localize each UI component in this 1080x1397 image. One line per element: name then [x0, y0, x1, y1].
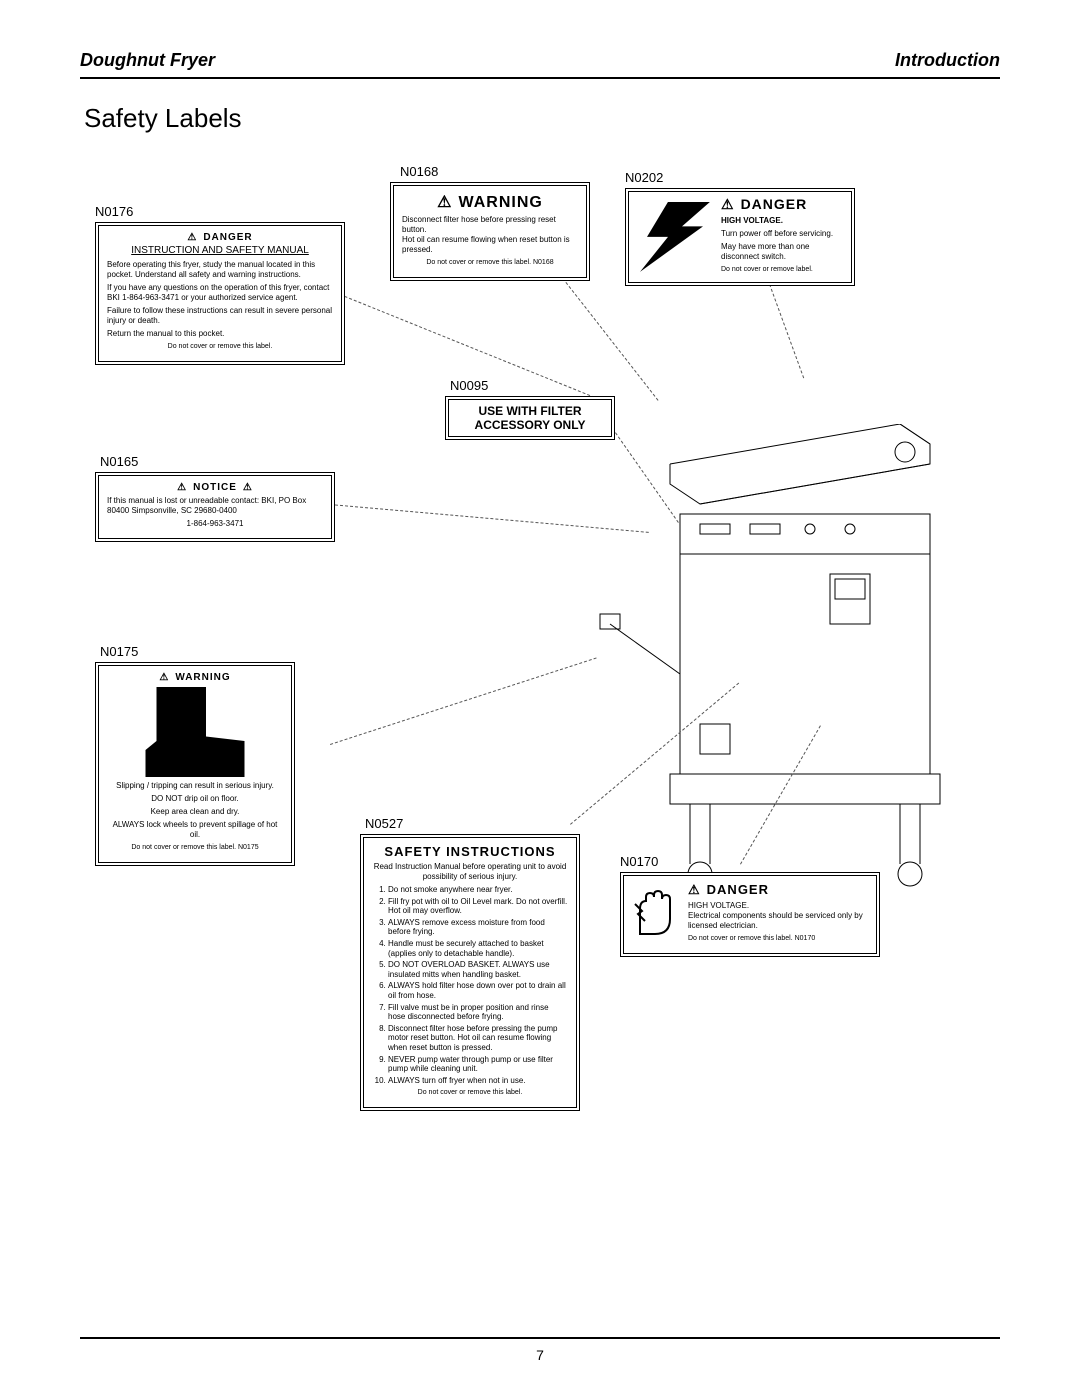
n0527-footer: Do not cover or remove this label. [372, 1089, 568, 1098]
n0527-item: Fill fry pot with oil to Oil Level mark.… [388, 897, 568, 916]
n0527-item: Disconnect filter hose before pressing t… [388, 1024, 568, 1053]
n0176-p1: Before operating this fryer, study the m… [107, 260, 333, 280]
label-id-n0170: N0170 [620, 854, 658, 869]
n0527-item: Fill valve must be in proper position an… [388, 1003, 568, 1022]
n0527-item: ALWAYS remove excess moisture from food … [388, 918, 568, 937]
document-page: Doughnut Fryer Introduction Safety Label… [0, 0, 1080, 1397]
label-id-n0527: N0527 [365, 816, 403, 831]
n0095-line1: USE WITH FILTER [453, 404, 607, 418]
safety-label-n0168: WARNING Disconnect filter hose before pr… [390, 182, 590, 281]
slipping-boot-icon [140, 687, 250, 777]
safety-label-n0095: USE WITH FILTER ACCESSORY ONLY [445, 396, 615, 440]
n0527-intro: Read Instruction Manual before operating… [372, 862, 568, 882]
page-number: 7 [536, 1347, 544, 1363]
warning-triangle-icon [187, 232, 203, 243]
safety-label-n0170: DANGER HIGH VOLTAGE. Electrical componen… [620, 872, 880, 957]
hand-shock-icon [630, 889, 680, 939]
safety-label-n0527: SAFETY INSTRUCTIONS Read Instruction Man… [360, 834, 580, 1111]
warning-triangle-icon: NOTICE [177, 482, 253, 493]
warning-triangle-icon [437, 194, 458, 211]
high-voltage-bolt-icon [640, 202, 710, 272]
n0175-footer: Do not cover or remove this label. N0175 [107, 844, 283, 853]
n0168-body: Disconnect filter hose before pressing r… [402, 215, 578, 255]
safety-label-n0175: WARNING Slipping / tripping can result i… [95, 662, 295, 866]
header-right: Introduction [895, 50, 1000, 71]
n0165-phone: 1-864-963-3471 [107, 519, 323, 529]
n0168-footer: Do not cover or remove this label. N0168 [402, 259, 578, 268]
n0202-footer: Do not cover or remove label. [721, 266, 845, 275]
n0175-l2: DO NOT drip oil on floor. [107, 794, 283, 804]
safety-label-n0176: DANGER INSTRUCTION AND SAFETY MANUAL Bef… [95, 222, 345, 365]
diagram-area: N0176 DANGER INSTRUCTION AND SAFETY MANU… [80, 144, 1000, 1224]
n0175-l3: Keep area clean and dry. [107, 807, 283, 817]
safety-label-n0202: DANGER HIGH VOLTAGE. Turn power off befo… [625, 188, 855, 286]
n0527-list: Do not smoke anywhere near fryer. Fill f… [372, 885, 568, 1085]
n0175-heading: WARNING [175, 672, 230, 683]
n0527-item: ALWAYS hold filter hose down over pot to… [388, 981, 568, 1000]
n0165-heading: NOTICE [193, 482, 237, 493]
safety-label-n0165: NOTICE If this manual is lost or unreada… [95, 472, 335, 542]
n0170-heading: DANGER [707, 882, 769, 897]
n0176-footer: Do not cover or remove this label. [107, 343, 333, 352]
label-id-n0168: N0168 [400, 164, 438, 179]
page-footer: 7 [80, 1337, 1000, 1363]
n0527-item: ALWAYS turn off fryer when not in use. [388, 1076, 568, 1086]
label-id-n0095: N0095 [450, 378, 488, 393]
n0176-p2: If you have any questions on the operati… [107, 283, 333, 303]
n0175-l1: Slipping / tripping can result in seriou… [107, 781, 283, 791]
n0527-item: Handle must be securely attached to bask… [388, 939, 568, 958]
n0095-line2: ACCESSORY ONLY [453, 418, 607, 432]
n0202-l3: May have more than one disconnect switch… [721, 242, 845, 262]
n0165-body: If this manual is lost or unreadable con… [107, 496, 323, 516]
label-id-n0202: N0202 [625, 170, 663, 185]
label-id-n0165: N0165 [100, 454, 138, 469]
n0176-p4: Return the manual to this pocket. [107, 329, 333, 339]
n0202-l2: Turn power off before servicing. [721, 229, 845, 239]
n0202-l1: HIGH VOLTAGE. [721, 216, 845, 226]
n0176-heading: DANGER [203, 232, 252, 243]
n0170-body: HIGH VOLTAGE. Electrical components shou… [688, 901, 870, 931]
section-title: Safety Labels [84, 103, 1000, 134]
header-left: Doughnut Fryer [80, 50, 215, 71]
n0176-p3: Failure to follow these instructions can… [107, 306, 333, 326]
label-id-n0175: N0175 [100, 644, 138, 659]
n0168-heading: WARNING [459, 194, 543, 211]
n0527-item: Do not smoke anywhere near fryer. [388, 885, 568, 895]
n0527-heading: SAFETY INSTRUCTIONS [372, 844, 568, 859]
n0176-sub: INSTRUCTION AND SAFETY MANUAL [107, 245, 333, 256]
n0527-item: DO NOT OVERLOAD BASKET. ALWAYS use insul… [388, 960, 568, 979]
n0202-heading: DANGER [741, 196, 808, 212]
page-header: Doughnut Fryer Introduction [80, 50, 1000, 79]
warning-triangle-icon [688, 882, 707, 897]
label-id-n0176: N0176 [95, 204, 133, 219]
n0175-l4: ALWAYS lock wheels to prevent spillage o… [107, 820, 283, 840]
n0527-item: NEVER pump water through pump or use fil… [388, 1055, 568, 1074]
warning-triangle-icon [159, 672, 175, 683]
n0170-footer: Do not cover or remove this label. N0170 [688, 935, 870, 944]
warning-triangle-icon [721, 196, 741, 212]
